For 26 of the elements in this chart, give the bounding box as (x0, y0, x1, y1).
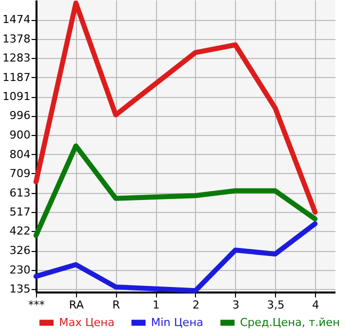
x-tick-label: *** (28, 298, 46, 312)
y-tick-label: 1474 (2, 13, 30, 26)
y-tick-label: 709 (10, 166, 30, 180)
y-tick-label: 1378 (2, 32, 30, 46)
y-tick-label: 613 (10, 186, 30, 200)
legend-label: Сред.Цена, т.йен (240, 316, 340, 329)
x-tick-label: 4 (312, 298, 320, 312)
y-tick-label: 1187 (2, 70, 30, 84)
y-tick-label: 422 (10, 224, 30, 238)
x-tick-label: RA (69, 298, 84, 312)
y-tick-label: 900 (10, 128, 30, 142)
y-tick-label: 1283 (2, 51, 30, 64)
y-tick-label: 135 (10, 282, 30, 296)
y-tick-label: 996 (10, 109, 30, 122)
x-tick-label: 1 (152, 298, 160, 312)
x-tick-label: 3,5 (266, 298, 284, 312)
y-tick-label: 1091 (2, 90, 30, 104)
y-tick-label: 804 (10, 148, 30, 161)
y-tick-label: 517 (10, 206, 30, 219)
y-tick-label: 326 (10, 244, 30, 258)
x-tick-label: R (112, 298, 120, 312)
legend-label: Min Цена (151, 316, 204, 329)
x-tick-label: 3 (232, 298, 240, 312)
x-tick-label: 2 (192, 298, 200, 312)
y-tick-label: 230 (10, 263, 30, 276)
legend-label: Max Цена (59, 316, 114, 329)
